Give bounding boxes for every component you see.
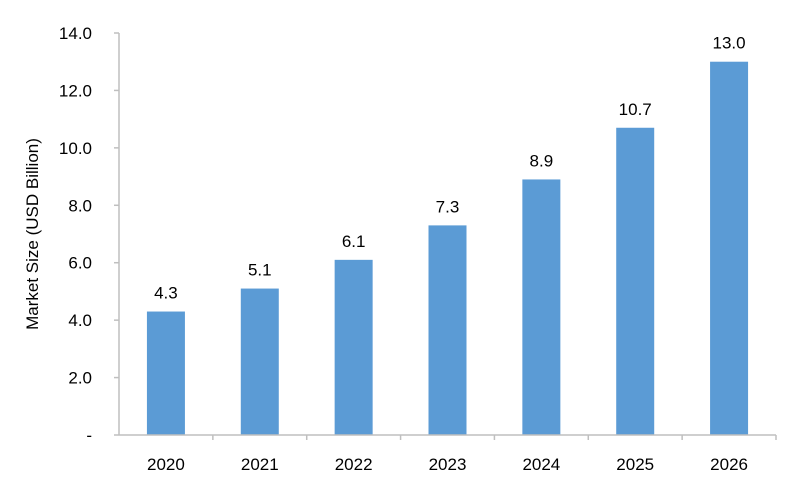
bar-2022 (334, 259, 373, 435)
y-tick-label: 4.0 (68, 311, 92, 330)
y-axis-title: Market Size (USD Billion) (23, 138, 42, 330)
y-tick-label: 10.0 (59, 139, 92, 158)
bar-2024 (522, 179, 561, 435)
bar-2020 (146, 311, 185, 435)
bar-2023 (428, 225, 467, 435)
x-tick-label-2024: 2024 (522, 455, 560, 474)
y-tick-label: 14.0 (59, 24, 92, 43)
x-tick-label-2022: 2022 (335, 455, 373, 474)
data-label-2024: 8.9 (530, 151, 554, 170)
y-axis-ticks: - 2.0 4.0 6.0 8.0 10.0 12.0 14.0 (59, 24, 119, 445)
x-tick-label-2020: 2020 (147, 455, 185, 474)
y-tick-label: - (86, 426, 92, 445)
x-tick-label-2023: 2023 (429, 455, 467, 474)
bar-2026 (710, 61, 749, 435)
data-label-2023: 7.3 (436, 197, 460, 216)
data-label-2020: 4.3 (154, 284, 178, 303)
x-tick-label-2026: 2026 (710, 455, 748, 474)
bar-2021 (240, 288, 279, 435)
data-labels: 4.3 5.1 6.1 7.3 8.9 10.7 13.0 (154, 34, 746, 303)
data-label-2026: 13.0 (713, 34, 746, 53)
y-tick-label: 2.0 (68, 369, 92, 388)
x-tick-label-2025: 2025 (616, 455, 654, 474)
y-tick-label: 6.0 (68, 254, 92, 273)
x-axis-ticks: 2020 2021 2022 2023 2024 2025 2026 (147, 435, 777, 474)
y-tick-label: 12.0 (59, 81, 92, 100)
bar-2025 (616, 127, 655, 435)
data-label-2021: 5.1 (248, 261, 272, 280)
y-tick-label: 8.0 (68, 196, 92, 215)
data-label-2025: 10.7 (619, 100, 652, 119)
bars (146, 61, 749, 435)
data-label-2022: 6.1 (342, 232, 366, 251)
x-tick-label-2021: 2021 (241, 455, 279, 474)
